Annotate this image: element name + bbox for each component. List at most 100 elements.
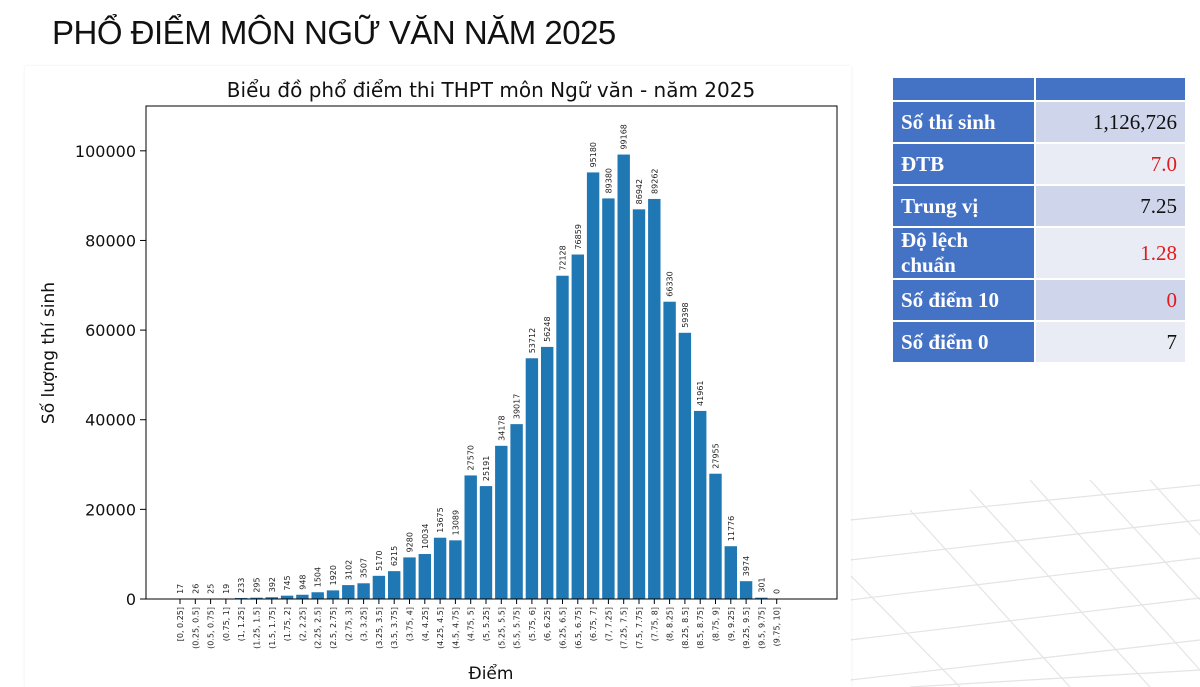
bar-value-label: 3102 [344, 560, 353, 580]
bar-value-label: 11776 [727, 516, 736, 541]
bar [739, 581, 753, 599]
x-tick-label: (5.75, 6] [528, 607, 537, 641]
stat-value: 0 [1033, 278, 1188, 322]
bar [755, 597, 768, 599]
bar-value-label: 27570 [467, 445, 476, 470]
bar [235, 597, 248, 599]
stat-label: Trung vị [891, 184, 1036, 228]
bar [296, 594, 309, 599]
decorative-grid-background [850, 480, 1200, 687]
bar [372, 575, 386, 599]
bar [403, 557, 416, 599]
stat-row: Số thí sinh 1,126,726 [891, 100, 1188, 144]
bar [433, 537, 447, 599]
bar-value-label: 13675 [436, 507, 445, 532]
bar-value-label: 9280 [406, 532, 415, 552]
bar-value-label: 25 [207, 584, 216, 594]
bar-value-label: 72128 [559, 245, 568, 270]
bar-value-label: 25191 [482, 456, 491, 481]
x-tick-label: (3, 3.25] [360, 607, 369, 641]
bar [648, 198, 661, 599]
bar-value-label: 99168 [620, 124, 629, 149]
x-tick-label: (4.5, 4.75] [451, 607, 460, 649]
bar [311, 592, 324, 599]
bar-value-label: 233 [237, 578, 246, 593]
stat-value: 1.28 [1033, 226, 1188, 280]
bar-value-label: 13089 [451, 510, 460, 535]
bar [449, 540, 462, 599]
bar-value-label: 41961 [696, 380, 705, 405]
stat-row: Số điểm 10 0 [891, 278, 1188, 322]
chart-panel: Biểu đồ phổ điểm thi THPT môn Ngữ văn - … [25, 66, 851, 687]
y-axis-label: Số lượng thí sinh [38, 282, 59, 424]
statistics-table-header [891, 76, 1188, 102]
bar-value-label: 66330 [666, 271, 675, 296]
x-tick-label: [0, 0.25] [176, 607, 185, 641]
bar-value-label: 948 [298, 574, 307, 589]
bar-value-label: 59398 [681, 302, 690, 327]
x-tick-label: (6.25, 6.5] [559, 607, 568, 649]
bar [280, 595, 294, 599]
bar [495, 445, 508, 599]
bar [724, 546, 737, 599]
x-tick-label: (9.75, 10] [773, 607, 782, 646]
bar-value-label: 86942 [635, 179, 644, 204]
x-axis-label: Điểm [469, 663, 514, 684]
bar-value-label: 26 [191, 584, 200, 594]
bar [586, 172, 600, 600]
x-tick-label: (9, 9.25] [727, 607, 736, 641]
bar-value-label: 1920 [329, 565, 338, 585]
bar-value-label: 295 [253, 577, 262, 592]
plot-area-frame [145, 105, 838, 600]
chart-title: Biểu đồ phổ điểm thi THPT môn Ngữ văn - … [227, 78, 755, 102]
stat-label: Số điểm 0 [891, 320, 1036, 364]
bar-value-label: 5170 [375, 550, 384, 570]
x-tick-label: (3.75, 4] [406, 607, 415, 641]
x-tick-label: (5.5, 5.75] [513, 607, 522, 649]
x-tick-label: (2.75, 3] [344, 607, 353, 641]
bar [571, 254, 584, 600]
stat-label: Số điểm 10 [891, 278, 1036, 322]
x-tick-label: (8.5, 8.75] [696, 607, 705, 649]
x-tick-label: (4.75, 5] [467, 607, 476, 641]
y-tick-label: 80000 [85, 231, 136, 250]
bar-value-label: 89380 [604, 168, 613, 193]
stat-value: 7.0 [1033, 142, 1188, 186]
x-tick-label: (8, 8.25] [666, 607, 675, 641]
bar [357, 583, 370, 599]
x-tick-label: (6.75, 7] [589, 607, 598, 641]
statistics-table: Số thí sinh 1,126,726 ĐTB 7.0 Trung vị 7.25 Độ… [891, 76, 1188, 364]
x-tick-label: (7, 7.25] [604, 607, 613, 641]
x-tick-label: (1.5, 1.75] [268, 607, 277, 649]
bar-value-label: 34178 [497, 415, 506, 440]
x-tick-label: (2.25, 2.5] [314, 607, 323, 649]
x-tick-label: (8.25, 8.5] [681, 607, 690, 649]
x-tick-label: (2.5, 2.75] [329, 607, 338, 649]
bar [418, 554, 431, 599]
bar-value-label: 39017 [513, 394, 522, 419]
x-tick-label: (6, 6.25] [543, 607, 552, 641]
bar [541, 346, 554, 599]
bar-value-label: 745 [283, 575, 292, 590]
x-tick-label: (4, 4.25] [421, 607, 430, 641]
bar-value-label: 17 [176, 584, 185, 594]
x-tick-label: (7.25, 7.5] [620, 607, 629, 649]
x-tick-label: (5.25, 5.5] [497, 607, 506, 649]
x-tick-label: (0.5, 0.75] [207, 607, 216, 649]
bar [663, 301, 676, 599]
bar-value-label: 95180 [589, 142, 598, 167]
bar-value-label: 53712 [528, 328, 537, 353]
stat-row: Độ lệch chuẩn 1.28 [891, 226, 1188, 280]
stat-value: 1,126,726 [1033, 100, 1188, 144]
bar [326, 590, 340, 599]
y-tick-label: 40000 [85, 411, 136, 430]
x-tick-label: (6.5, 6.75] [574, 607, 583, 649]
x-tick-label: (3.25, 3.5] [375, 607, 384, 649]
stat-label: Độ lệch chuẩn [891, 226, 1036, 280]
stat-row: Trung vị 7.25 [891, 184, 1188, 228]
stat-value: 7 [1033, 320, 1188, 364]
bar [678, 332, 692, 599]
x-tick-label: (1, 1.25] [237, 607, 246, 641]
bar [525, 358, 539, 599]
bar-value-label: 6215 [390, 546, 399, 566]
